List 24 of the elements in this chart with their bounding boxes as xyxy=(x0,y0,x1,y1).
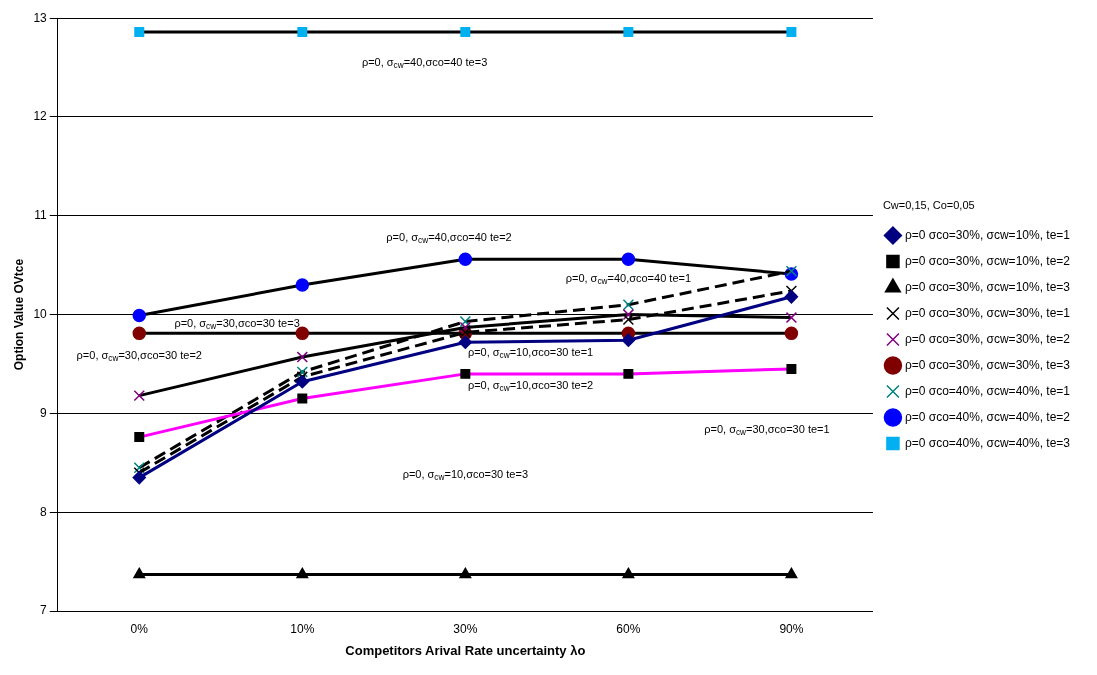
legend-label: ρ=0 σco=30%, σcw=30%, te=2 xyxy=(904,331,1071,346)
y-tick-label: 10 xyxy=(33,306,48,321)
y-axis-title: Option Value OVtce xyxy=(11,258,26,371)
y-tick-label: 11 xyxy=(34,208,48,223)
legend-label: ρ=0 σco=30%, σcw=30%, te=1 xyxy=(904,305,1071,320)
legend-label: ρ=0 σco=30%, σcw=10%, te=2 xyxy=(904,253,1071,268)
y-tick-label: 9 xyxy=(40,405,48,420)
x-tick-label: 90% xyxy=(779,621,804,636)
legend-label: ρ=0 σco=40%, σcw=40%, te=1 xyxy=(904,383,1071,398)
x-tick-label: 60% xyxy=(616,621,641,636)
x-tick-label: 0% xyxy=(130,621,149,636)
text: Cw=0,15, Co=0,05 xyxy=(882,198,975,211)
y-tick-label: 13 xyxy=(33,10,48,25)
legend-label: ρ=0 σco=40%, σcw=40%, te=2 xyxy=(904,409,1071,424)
x-axis-title: Competitors Arival Rate uncertainty λo xyxy=(345,642,586,658)
y-tick-label: 12 xyxy=(33,109,48,124)
legend-label: ρ=0 σco=30%, σcw=30%, te=3 xyxy=(904,357,1071,372)
x-tick-label: 30% xyxy=(453,621,478,636)
legend-label: ρ=0 σco=40%, σcw=40%, te=3 xyxy=(904,435,1071,450)
legend-label: ρ=0 σco=30%, σcw=10%, te=1 xyxy=(904,227,1071,242)
y-tick-label: 8 xyxy=(40,504,48,519)
x-tick-label: 10% xyxy=(290,621,315,636)
legend-label: ρ=0 σco=30%, σcw=10%, te=3 xyxy=(904,279,1071,294)
y-tick-label: 7 xyxy=(40,603,48,618)
